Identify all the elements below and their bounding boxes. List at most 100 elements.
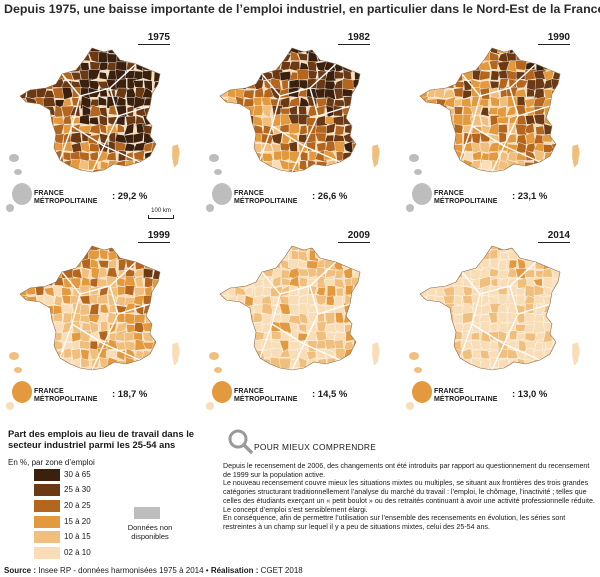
- corsica: [171, 143, 181, 169]
- zone-cell: [36, 277, 44, 288]
- zone-cell: [282, 368, 293, 370]
- zone-cell: [560, 303, 572, 316]
- zone-cell: [25, 48, 37, 55]
- zone-cell: [551, 63, 560, 72]
- zone-cell: [479, 358, 491, 370]
- zone-cell: [226, 149, 239, 162]
- zone-cell: [20, 151, 29, 160]
- zone-cell: [124, 169, 136, 172]
- zone-cell: [71, 97, 83, 107]
- zone-cell: [220, 338, 229, 353]
- zone-cell: [20, 267, 27, 280]
- zone-cell: [62, 115, 72, 125]
- zone-cell: [37, 53, 47, 64]
- legend-unit: En %, par zone d’emploi: [8, 458, 95, 467]
- zone-cell: [561, 169, 573, 179]
- zone-cell: [335, 312, 345, 324]
- zone-cell: [445, 257, 456, 272]
- zone-cell: [473, 48, 484, 54]
- zone-cell: [363, 324, 370, 333]
- zone-cell: [453, 246, 464, 254]
- zone-cell: [20, 322, 29, 334]
- zone-cell: [162, 160, 172, 170]
- france-map-1982: [206, 47, 381, 212]
- zone-cell: [334, 52, 345, 64]
- zone-cell: [361, 268, 372, 279]
- zone-cell: [271, 331, 282, 340]
- zone-cell: [26, 320, 36, 335]
- zone-cell: [88, 116, 100, 126]
- zone-cell: [20, 338, 28, 353]
- zone-cell: [254, 321, 263, 333]
- nodata-label: Données non disponibles: [127, 523, 173, 541]
- zone-cell: [351, 261, 360, 270]
- zone-cell: [133, 171, 146, 172]
- zone-cell: [225, 61, 236, 70]
- zone-cell: [151, 246, 160, 253]
- zone-cell: [345, 367, 354, 370]
- zone-cell: [523, 366, 536, 370]
- map-panel-1999: 1999 FRANCE MÉTROPOLITAINE : 18,7 %: [0, 224, 196, 414]
- zone-cell: [515, 48, 526, 55]
- zone-cell: [560, 341, 571, 349]
- legend-swatch: [34, 531, 60, 543]
- zone-cell: [288, 303, 301, 316]
- zone-cell: [153, 52, 160, 61]
- zone-cell: [333, 295, 343, 307]
- zone-cell: [425, 249, 437, 261]
- zone-cell: [53, 60, 64, 73]
- region-borders: [259, 261, 351, 370]
- employment-zones: [20, 48, 172, 172]
- zone-cell: [234, 331, 245, 344]
- zone-cell: [561, 88, 572, 99]
- zone-cell: [123, 123, 135, 136]
- zone-cell: [44, 357, 56, 369]
- zone-cell: [552, 314, 560, 324]
- zone-cell: [35, 259, 46, 271]
- zone-cell: [452, 70, 464, 82]
- zone-cell: [443, 267, 455, 280]
- source-footer: Source : Insee RP - données harmonisées …: [4, 566, 303, 575]
- zone-cell: [236, 150, 245, 160]
- zone-cell: [552, 96, 560, 109]
- zone-cell: [335, 251, 346, 262]
- zone-cell: [227, 303, 239, 315]
- zone-cell: [159, 267, 160, 279]
- zone-cell: [36, 357, 45, 367]
- france-metro-label: FRANCE MÉTROPOLITAINE: [234, 388, 298, 403]
- zone-cell: [61, 287, 72, 298]
- zone-cell: [433, 149, 447, 163]
- zone-cell: [344, 252, 355, 261]
- zone-cell: [479, 115, 490, 127]
- zone-cell: [234, 312, 247, 323]
- zone-cell: [36, 142, 47, 152]
- zone-cell: [315, 160, 329, 172]
- zone-cell: [433, 52, 446, 64]
- zone-cell: [362, 105, 372, 115]
- zone-cell: [334, 48, 347, 55]
- zone-cell: [105, 367, 119, 370]
- zone-cell: [53, 350, 65, 359]
- zone-cell: [434, 48, 447, 55]
- zone-cell: [297, 268, 310, 277]
- employment-zones: [420, 48, 573, 179]
- zone-cell: [163, 259, 173, 269]
- zone-cell: [435, 246, 446, 252]
- zone-cell: [426, 160, 437, 172]
- overseas-inset: [214, 169, 222, 175]
- zone-cell: [245, 259, 253, 272]
- zone-cell: [307, 159, 316, 170]
- zone-cell: [117, 366, 128, 370]
- info-paragraph: Le nouveau recensement couvre mieux les …: [223, 479, 595, 505]
- zone-cell: [562, 369, 572, 377]
- legend-swatch: [34, 500, 60, 512]
- zone-cell: [116, 170, 128, 172]
- legend-item: 20 à 25: [34, 500, 114, 514]
- zone-cell: [78, 159, 91, 171]
- zone-cell: [305, 141, 316, 152]
- zone-cell: [481, 369, 493, 370]
- zone-cell: [251, 160, 264, 171]
- legend-item: 15 à 20: [34, 516, 114, 530]
- zone-cell: [252, 167, 263, 172]
- zone-cell: [105, 338, 119, 350]
